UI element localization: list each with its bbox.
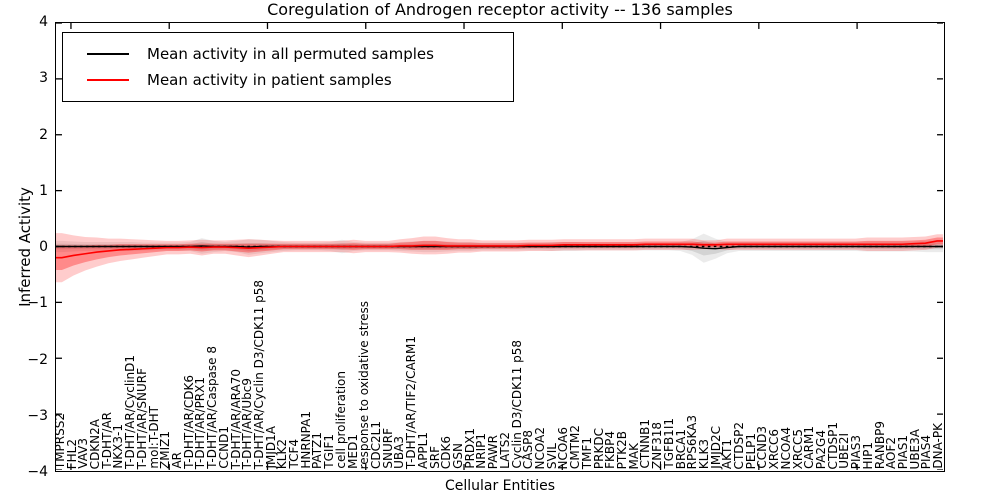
legend-label: Mean activity in all permuted samples [147, 45, 434, 63]
y-tick-label: −2 [27, 351, 48, 368]
y-tick-label: 0 [39, 239, 48, 255]
chart-title: Coregulation of Androgen receptor activi… [267, 0, 733, 19]
y-tick-label: 1 [39, 182, 48, 199]
patient-mean-line [56, 240, 943, 259]
patient-band-outer [56, 233, 943, 283]
y-tick-label: −4 [27, 464, 48, 480]
permuted-line-swatch [87, 53, 129, 55]
legend-entry-permuted: Mean activity in all permuted samples [73, 41, 503, 67]
y-tick-label: −3 [27, 407, 48, 424]
y-tick-label: 3 [39, 70, 48, 87]
y-tick-label: 4 [39, 14, 48, 30]
x-category-label: DNA-PK [931, 423, 946, 469]
permuted-band-outer [56, 233, 943, 263]
x-axis-label: Cellular Entities [444, 478, 556, 494]
y-tick-label: −1 [27, 295, 48, 312]
legend: Mean activity in all permuted samples Me… [62, 32, 514, 102]
chart-canvas [56, 23, 943, 470]
patient-line-swatch [87, 79, 129, 81]
plot-area [55, 22, 945, 472]
legend-entry-patient: Mean activity in patient samples [73, 67, 503, 93]
legend-label: Mean activity in patient samples [147, 71, 392, 89]
patient-band-inner [56, 237, 943, 270]
y-tick-label: 2 [39, 126, 48, 143]
